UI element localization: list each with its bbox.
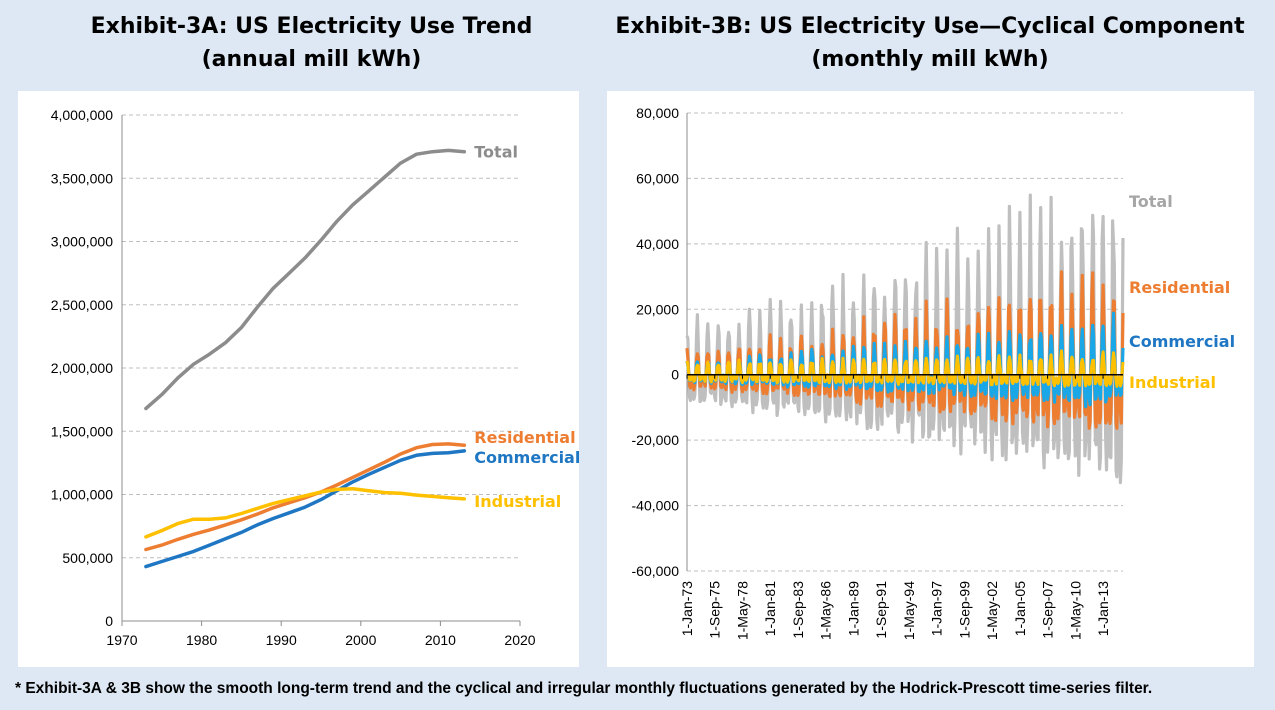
x-tick-label: 2020 (504, 632, 535, 648)
chart-b-title: Exhibit-3B: US Electricity Use—Cyclical … (600, 10, 1260, 76)
x-tick-label: 1-May-94 (901, 581, 917, 640)
chart-b-title-line2: (monthly mill kWh) (811, 47, 1049, 72)
x-tick-label: 1-May-78 (734, 581, 750, 640)
series-label-residential: Residential (1129, 278, 1230, 297)
x-tick-label: 1-Sep-75 (707, 581, 723, 639)
y-tick-label: 20,000 (636, 301, 679, 317)
series-line-commercial (144, 449, 467, 569)
chart-b-title-line1: Exhibit-3B: US Electricity Use—Cyclical … (615, 14, 1245, 39)
y-tick-label: 500,000 (62, 550, 113, 566)
series-label-commercial: Commercial (474, 448, 580, 467)
chart-a-title-line1: Exhibit-3A: US Electricity Use Trend (90, 14, 533, 39)
chart-a-title-line2: (annual mill kWh) (201, 47, 422, 72)
series-line-industrial (685, 349, 1125, 388)
footnote: * Exhibit-3A & 3B show the smooth long-t… (15, 680, 1153, 697)
x-tick-label: 1-Jan-89 (845, 581, 861, 636)
y-tick-label: 80,000 (636, 105, 679, 121)
series-line-commercial (685, 311, 1125, 409)
series-line-total (685, 193, 1125, 485)
x-tick-label: 1-May-86 (818, 581, 834, 640)
y-tick-label: 2,000,000 (51, 360, 113, 376)
chart-a-panel: 0 500,000 1,000,000 1,500,000 2,000,000 2,500… (18, 91, 581, 667)
y-tick-label: -40,000 (632, 498, 680, 514)
series-label-industrial: Industrial (1129, 373, 1216, 392)
x-tick-label: 1-Sep-83 (790, 581, 806, 639)
y-tick-label: 1,500,000 (51, 423, 113, 439)
y-tick-label: 3,500,000 (51, 170, 113, 186)
series-label-commercial: Commercial (1129, 332, 1235, 351)
y-tick-label: 0 (671, 367, 679, 383)
y-tick-label: 2,500,000 (51, 297, 113, 313)
chart-a-plot: 0 500,000 1,000,000 1,500,000 2,000,000 2,500… (51, 107, 581, 648)
y-tick-label: 0 (105, 613, 113, 629)
chart-b-panel: -60,000 -40,000 -20,000 0 20,000 40,000 60,000… (607, 91, 1254, 667)
y-tick-label: 40,000 (636, 236, 679, 252)
x-tick-label: 1-May-02 (984, 581, 1000, 640)
y-tick-label: -20,000 (632, 432, 680, 448)
x-tick-label: 1-May-10 (1067, 581, 1083, 640)
series-label-industrial: Industrial (474, 492, 561, 511)
y-tick-label: 4,000,000 (51, 107, 113, 123)
series-line-residential (144, 442, 467, 552)
x-tick-label: 1-Sep-07 (1040, 581, 1056, 639)
x-tick-label: 1980 (186, 632, 217, 648)
x-tick-label: 1970 (106, 632, 137, 648)
y-tick-label: 1,000,000 (51, 487, 113, 503)
x-tick-label: 1-Sep-99 (956, 581, 972, 639)
series-line-total (144, 148, 467, 411)
x-tick-label: 2000 (345, 632, 376, 648)
series-label-residential: Residential (474, 428, 575, 447)
x-tick-label: 1-Jan-13 (1095, 581, 1111, 636)
chart-b-plot: -60,000 -40,000 -20,000 0 20,000 40,000 60,000… (632, 105, 1236, 640)
x-tick-label: 2010 (425, 632, 456, 648)
y-tick-label: -60,000 (632, 563, 680, 579)
y-tick-label: 3,000,000 (51, 234, 113, 250)
series-label-total: Total (1129, 192, 1173, 211)
x-tick-label: 1-Jan-73 (679, 581, 695, 636)
x-tick-label: 1990 (266, 632, 297, 648)
series-label-total: Total (474, 143, 518, 162)
chart-a-title: Exhibit-3A: US Electricity Use Trend (an… (10, 10, 613, 76)
series-line-residential (685, 270, 1125, 430)
series-line-industrial (144, 487, 467, 539)
x-tick-label: 1-Jan-97 (929, 581, 945, 636)
x-tick-label: 1-Jan-81 (762, 581, 778, 636)
y-tick-label: 60,000 (636, 170, 679, 186)
x-tick-label: 1-Sep-91 (873, 581, 889, 639)
x-tick-label: 1-Jan-05 (1012, 581, 1028, 636)
